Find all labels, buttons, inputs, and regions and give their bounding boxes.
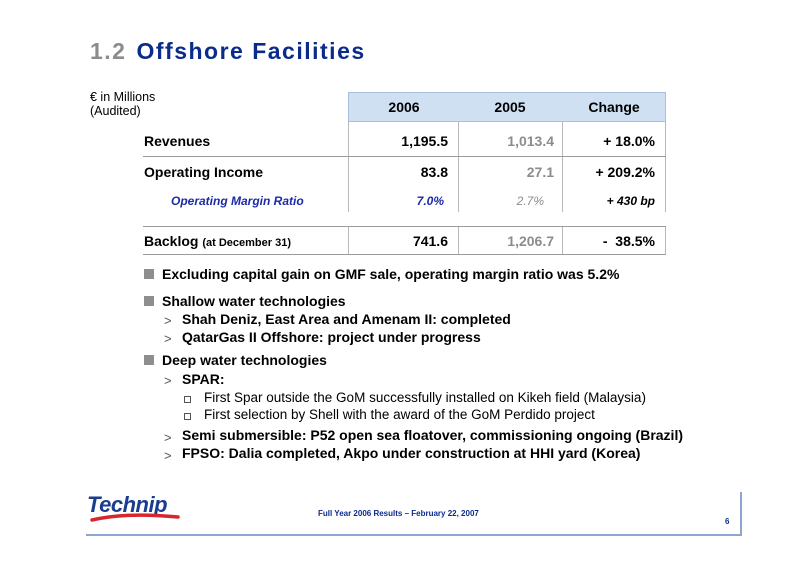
row-label-revenues: Revenues [144,133,211,149]
section-title: Offshore Facilities [136,38,366,64]
row-divider [143,226,666,227]
row-label-backlog: Backlog (at December 31) [144,233,291,249]
bullet-fpso: FPSO: Dalia completed, Akpo under constr… [182,445,641,461]
units-label: € in Millions (Audited) [90,90,155,118]
bullet-shallow-water: Shallow water technologies [162,293,346,309]
bullet-capital-gain: Excluding capital gain on GMF sale, oper… [162,266,620,282]
chevron-right-icon: > [164,313,172,328]
units-line-1: € in Millions [90,90,156,104]
bullet-deep-water: Deep water technologies [162,352,327,368]
column-divider [348,226,349,254]
backlog-2006: 741.6 [412,233,448,249]
backlog-change: - 38.5% [602,233,655,249]
bullet-spar: SPAR: [182,371,225,387]
square-bullet-icon [144,296,154,306]
bullet-qatargas: QatarGas II Offshore: project under prog… [182,329,481,345]
revenues-change: + 18.0% [603,133,655,149]
bullet-first-selection: First selection by Shell with the award … [204,407,595,422]
operating-income-2005: 27.1 [526,164,554,180]
backlog-2005: 1,206.7 [507,233,554,249]
footer-divider [86,534,740,536]
column-divider [458,122,459,212]
column-divider [562,122,563,212]
operating-margin-change: + 430 bp [606,194,655,208]
technip-logo-mark: Technip [87,492,180,522]
checkbox-bullet-icon [184,396,191,403]
backlog-label: Backlog [144,233,199,249]
revenues-2005: 1,013.4 [507,133,554,149]
header-2005: 2005 [494,99,526,115]
operating-income-change: + 209.2% [595,164,655,180]
chevron-right-icon: > [164,448,172,463]
column-divider [665,226,666,254]
column-divider [562,226,563,254]
bullet-shah-deniz: Shah Deniz, East Area and Amenam II: com… [182,311,511,327]
operating-margin-2006: 7.0% [416,194,444,208]
units-line-2: (Audited) [90,104,141,118]
row-divider [143,156,666,157]
backlog-note: (at December 31) [202,237,292,249]
square-bullet-icon [144,269,154,279]
table-header-background [348,92,666,122]
checkbox-bullet-icon [184,413,191,420]
svg-text:Technip: Technip [87,492,167,517]
row-divider [143,254,666,255]
chevron-right-icon: > [164,331,172,346]
operating-margin-2005: 2.7% [516,194,544,208]
header-change: Change [588,99,640,115]
column-divider [458,226,459,254]
row-label-operating-income: Operating Income [144,164,264,180]
page-number: 6 [725,517,730,526]
chevron-right-icon: > [164,430,172,445]
bullet-semi-submersible: Semi submersible: P52 open sea floatover… [182,427,683,443]
column-divider [665,122,666,212]
operating-income-2006: 83.8 [420,164,448,180]
row-label-operating-margin-ratio: Operating Margin Ratio [171,194,304,208]
column-divider [348,122,349,212]
square-bullet-icon [144,355,154,365]
footer-divider-vertical [740,492,742,536]
page-title: 1.2 Offshore Facilities [90,38,366,65]
chevron-right-icon: > [164,373,172,388]
footer-text: Full Year 2006 Results – February 22, 20… [318,509,479,518]
bullet-first-spar: First Spar outside the GoM successfully … [204,390,646,405]
revenues-2006: 1,195.5 [401,133,448,149]
technip-logo: Technip [86,490,186,531]
section-number: 1.2 [90,38,127,64]
header-2006: 2006 [388,99,420,115]
